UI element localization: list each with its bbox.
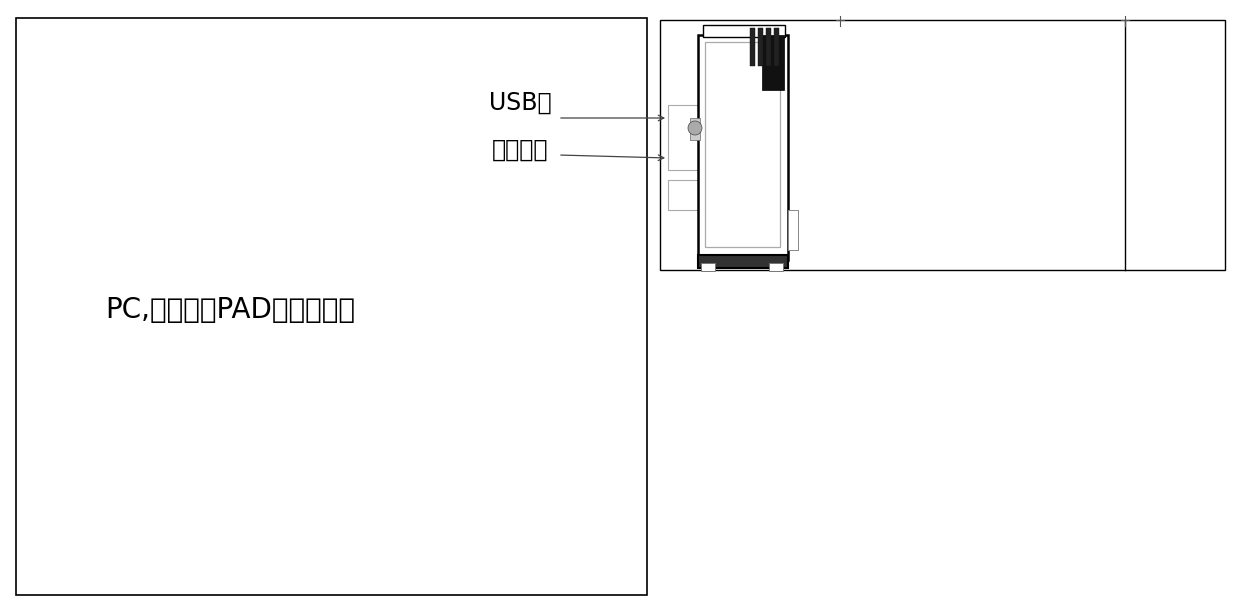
Bar [16,18,647,595]
Bar [660,20,1225,270]
Text: USB等: USB等 [489,91,552,115]
Circle shape [688,121,702,135]
Bar [703,25,785,37]
Bar [706,42,780,247]
Bar [766,28,771,66]
Bar [787,210,799,250]
Bar [750,28,755,66]
Bar [758,28,763,66]
Bar [769,263,782,271]
Bar [763,35,784,90]
Text: PC,笔记本，PAD等数码产品: PC,笔记本，PAD等数码产品 [105,296,355,324]
Bar [698,35,787,260]
Bar [698,255,787,268]
Text: 接口形式: 接口形式 [492,138,548,162]
Bar [689,118,701,140]
Bar [701,263,715,271]
Bar [774,28,779,66]
Bar [668,105,698,170]
Bar [668,180,698,210]
